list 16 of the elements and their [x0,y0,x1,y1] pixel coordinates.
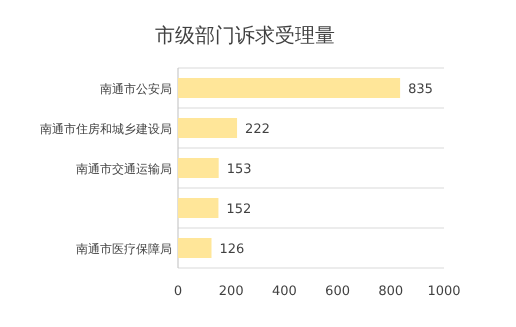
data-label: 153 [226,162,252,177]
data-label: 126 [220,242,244,257]
data-label: 835 [408,82,433,97]
x-tick-label: 400 [272,284,297,299]
y-tick-label: 南通市住房和城乡建设局 [40,122,172,136]
y-tick-label: 南通市交通运输局 [76,162,172,176]
x-tick-label: 0 [174,284,182,299]
data-label: 152 [226,202,252,217]
x-tick-label: 1000 [427,284,461,299]
x-tick-label: 600 [325,284,350,299]
x-tick-label: 200 [218,284,244,299]
y-tick-label: 南通市医疗保障局 [76,242,172,256]
x-tick-label: 800 [378,284,404,299]
data-label: 222 [245,122,270,137]
title: 市级部门诉求受理量 [155,23,335,47]
y-tick-label: 南通市公安局 [100,82,172,96]
